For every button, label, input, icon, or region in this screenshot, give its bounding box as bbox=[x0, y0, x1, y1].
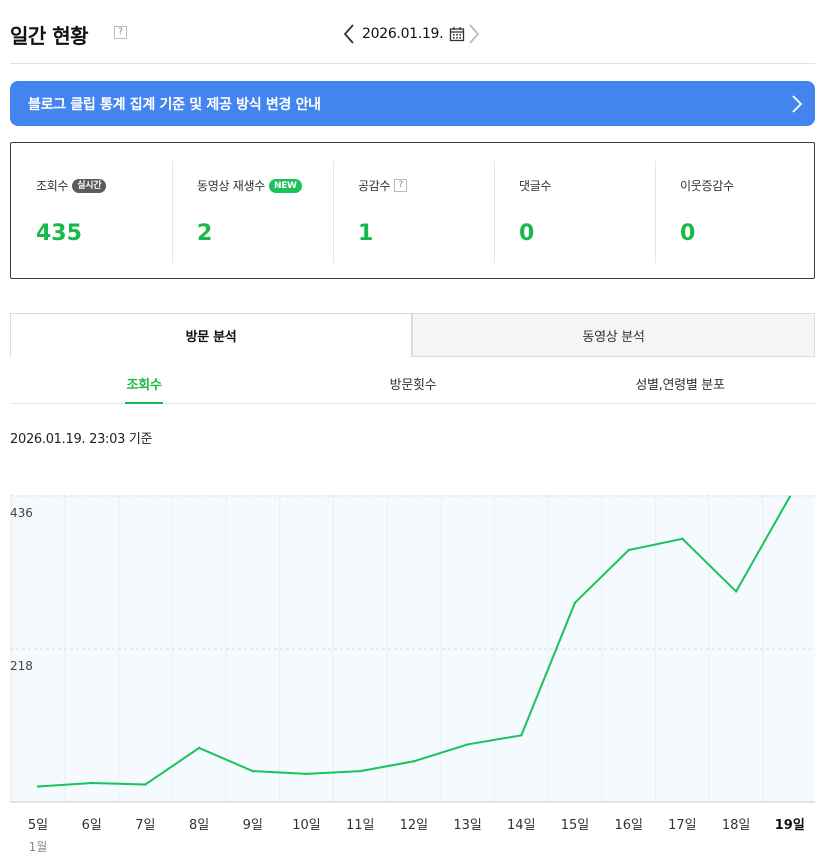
data-point bbox=[520, 734, 523, 737]
data-point bbox=[251, 769, 254, 773]
active-subtab-indicator bbox=[125, 402, 163, 404]
new-badge: NEW bbox=[268, 178, 302, 193]
x-tick-label: 7일 bbox=[135, 818, 155, 833]
stat-label: 이웃증감수 bbox=[680, 179, 734, 193]
stat-value: 435 bbox=[36, 221, 82, 246]
divider bbox=[172, 161, 173, 263]
divider bbox=[655, 161, 656, 263]
realtime-badge: 실시간 bbox=[72, 178, 107, 193]
stat-value: 0 bbox=[680, 221, 696, 246]
stat-value: 1 bbox=[358, 221, 374, 246]
x-tick-label: 9일 bbox=[243, 818, 263, 833]
data-point bbox=[90, 781, 93, 785]
analysis-tabs: 방문 분석 동영상 분석 bbox=[10, 313, 815, 357]
tab-visit-analysis[interactable]: 방문 분석 bbox=[10, 313, 412, 357]
stat-video-plays: 동영상 재생수 NEW 2 bbox=[172, 161, 332, 263]
views-chart: 436 218 5일 6일 7일 8일 9일 10일 11일 12일 13일 14일 15일 16일 17일… bbox=[0, 480, 827, 864]
stat-value: 2 bbox=[197, 221, 213, 246]
month-label: 1월 bbox=[29, 840, 48, 854]
data-point bbox=[197, 746, 201, 750]
y-tick-label: 436 bbox=[10, 506, 33, 520]
stat-label: 댓글수 bbox=[519, 179, 552, 193]
date-navigator: 2026.01.19. bbox=[340, 20, 483, 48]
data-point bbox=[412, 760, 416, 763]
data-point bbox=[359, 769, 362, 773]
x-tick-label: 17일 bbox=[668, 818, 697, 833]
x-tick-label: 15일 bbox=[561, 818, 590, 833]
data-point bbox=[788, 495, 791, 498]
page-title: 일간 현황 bbox=[10, 24, 89, 48]
subtab-demographics[interactable]: 성별,연령별 분포 bbox=[635, 377, 725, 393]
chevron-left-icon[interactable] bbox=[340, 20, 358, 48]
data-point bbox=[573, 601, 577, 604]
data-point bbox=[627, 548, 630, 552]
stat-label: 조회수 bbox=[36, 179, 69, 193]
data-point bbox=[36, 785, 40, 788]
stat-label: 동영상 재생수 bbox=[197, 179, 265, 193]
x-tick-label: 6일 bbox=[82, 818, 102, 833]
notice-banner[interactable]: 블로그 클립 통계 집계 기준 및 제공 방식 변경 안내 bbox=[10, 81, 815, 126]
stat-label: 공감수 bbox=[358, 179, 391, 193]
data-point bbox=[466, 743, 469, 746]
chevron-right-icon bbox=[792, 95, 803, 113]
x-tick-label: 12일 bbox=[400, 818, 429, 833]
help-icon[interactable]: ? bbox=[114, 26, 127, 39]
stat-views: 조회수 실시간 435 bbox=[11, 161, 171, 263]
x-tick-label: 19일 bbox=[775, 818, 805, 833]
data-point bbox=[305, 772, 308, 776]
x-tick-label: 5일 bbox=[28, 818, 48, 833]
current-date: 2026.01.19. bbox=[362, 26, 444, 42]
data-point bbox=[734, 590, 738, 593]
notice-text: 블로그 클립 통계 집계 기준 및 제공 방식 변경 안내 bbox=[28, 96, 321, 113]
x-tick-label: 13일 bbox=[453, 818, 482, 833]
line-chart: 436 218 5일 6일 7일 8일 9일 10일 11일 12일 13일 14일 15일 16일 17일… bbox=[10, 495, 815, 854]
header: 일간 현황 ? 2026.01.19. bbox=[10, 14, 815, 64]
subtab-visits[interactable]: 방문횟수 bbox=[389, 377, 437, 393]
x-tick-label: 10일 bbox=[292, 818, 321, 833]
stat-comments: 댓글수 0 bbox=[494, 161, 654, 263]
metric-subtabs: 조회수 방문횟수 성별,연령별 분포 bbox=[10, 362, 815, 404]
stat-likes: 공감수 ? 1 bbox=[333, 161, 493, 263]
x-tick-label: 16일 bbox=[614, 818, 643, 833]
stat-neighbors: 이웃증감수 0 bbox=[655, 161, 815, 263]
y-tick-label: 218 bbox=[10, 659, 33, 673]
stats-summary: 조회수 실시간 435 동영상 재생수 NEW 2 공감수 ? 1 댓글수 0 … bbox=[10, 142, 815, 279]
subtab-views[interactable]: 조회수 bbox=[126, 377, 162, 393]
divider bbox=[494, 161, 495, 263]
divider bbox=[333, 161, 334, 263]
x-tick-label: 14일 bbox=[507, 818, 536, 833]
data-point bbox=[681, 537, 684, 541]
x-tick-label: 8일 bbox=[189, 818, 209, 833]
stat-value: 0 bbox=[519, 221, 535, 246]
data-point bbox=[144, 783, 147, 786]
help-icon[interactable]: ? bbox=[394, 179, 408, 192]
tab-video-analysis[interactable]: 동영상 분석 bbox=[412, 313, 815, 357]
chevron-right-icon[interactable] bbox=[465, 20, 483, 48]
x-tick-label: 18일 bbox=[722, 818, 751, 833]
data-basis-time: 2026.01.19. 23:03 기준 bbox=[10, 432, 153, 447]
calendar-icon[interactable] bbox=[449, 26, 465, 42]
x-tick-label: 11일 bbox=[346, 818, 375, 833]
